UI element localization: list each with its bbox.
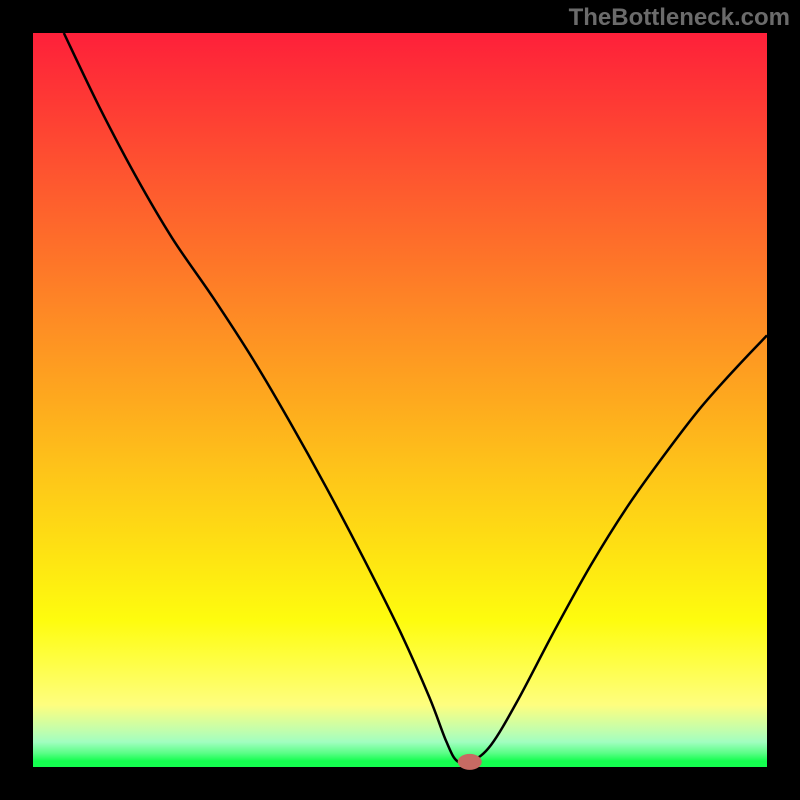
watermark-text: TheBottleneck.com bbox=[569, 4, 790, 32]
chart-canvas: TheBottleneck.com bbox=[0, 0, 800, 800]
plot-background bbox=[33, 33, 767, 767]
optimum-marker bbox=[458, 754, 482, 770]
chart-overlay-svg bbox=[0, 0, 800, 800]
